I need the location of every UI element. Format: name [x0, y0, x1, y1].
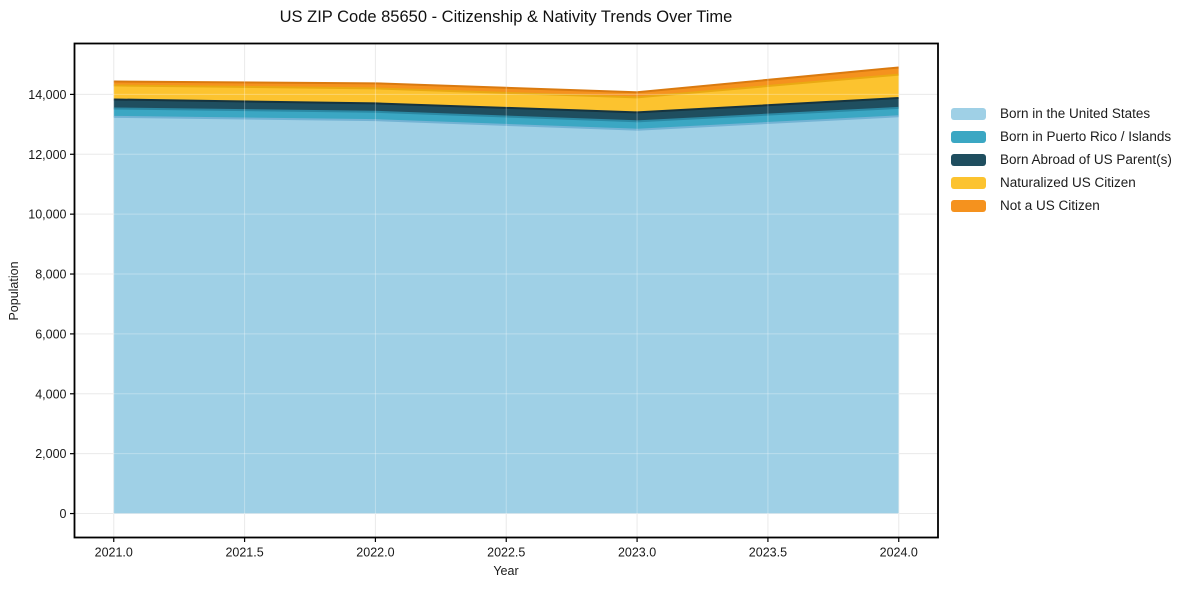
legend-swatch — [951, 199, 986, 212]
y-tick-label: 0 — [60, 507, 67, 521]
legend-item: Not a US Citizen — [951, 194, 1172, 217]
edge-naturalized-us-citizen — [113, 73, 899, 99]
x-tick-label: 2024.0 — [880, 546, 918, 560]
legend-swatch — [951, 107, 986, 120]
y-tick-label: 12,000 — [28, 148, 66, 162]
y-tick-label: 8,000 — [35, 268, 66, 282]
edge-not-a-us-citizen — [113, 66, 899, 94]
x-tick-label: 2023.5 — [749, 546, 787, 560]
x-tick-label: 2021.5 — [225, 546, 263, 560]
legend: Born in the United States Born in Puerto … — [951, 102, 1172, 217]
legend-item: Born Abroad of US Parent(s) — [951, 148, 1172, 171]
y-tick-label: 14,000 — [28, 88, 66, 102]
legend-label: Not a US Citizen — [1000, 198, 1100, 213]
y-tick-label: 10,000 — [28, 208, 66, 222]
chart-title: US ZIP Code 85650 - Citizenship & Nativi… — [279, 8, 733, 26]
x-tick-label: 2022.0 — [356, 546, 394, 560]
area-born-abroad-of-us-parent-s — [113, 97, 899, 122]
legend-label: Naturalized US Citizen — [1000, 175, 1136, 190]
legend-item: Naturalized US Citizen — [951, 171, 1172, 194]
y-tick-label: 2,000 — [35, 447, 66, 461]
legend-item: Born in Puerto Rico / Islands — [951, 125, 1172, 148]
legend-item: Born in the United States — [951, 102, 1172, 125]
x-tick-label: 2021.0 — [95, 546, 133, 560]
area-not-a-us-citizen — [113, 67, 899, 98]
x-axis-label: Year — [493, 564, 519, 578]
edge-born-in-puerto-rico-islands — [113, 106, 899, 123]
y-tick-label: 4,000 — [35, 387, 66, 401]
x-tick-label: 2023.0 — [618, 546, 656, 560]
y-tick-label: 6,000 — [35, 327, 66, 341]
legend-label: Born in the United States — [1000, 106, 1151, 121]
legend-label: Born in Puerto Rico / Islands — [1000, 129, 1172, 144]
legend-swatch — [951, 130, 986, 143]
edge-born-in-the-united-states — [113, 115, 899, 131]
legend-swatch — [951, 153, 986, 166]
area-born-in-the-united-states — [113, 116, 899, 514]
edge-born-abroad-of-us-parent-s — [113, 96, 899, 114]
legend-swatch — [951, 176, 986, 189]
area-born-in-puerto-rico-islands — [113, 107, 899, 130]
x-tick-label: 2022.5 — [487, 546, 525, 560]
legend-label: Born Abroad of US Parent(s) — [1000, 152, 1172, 167]
